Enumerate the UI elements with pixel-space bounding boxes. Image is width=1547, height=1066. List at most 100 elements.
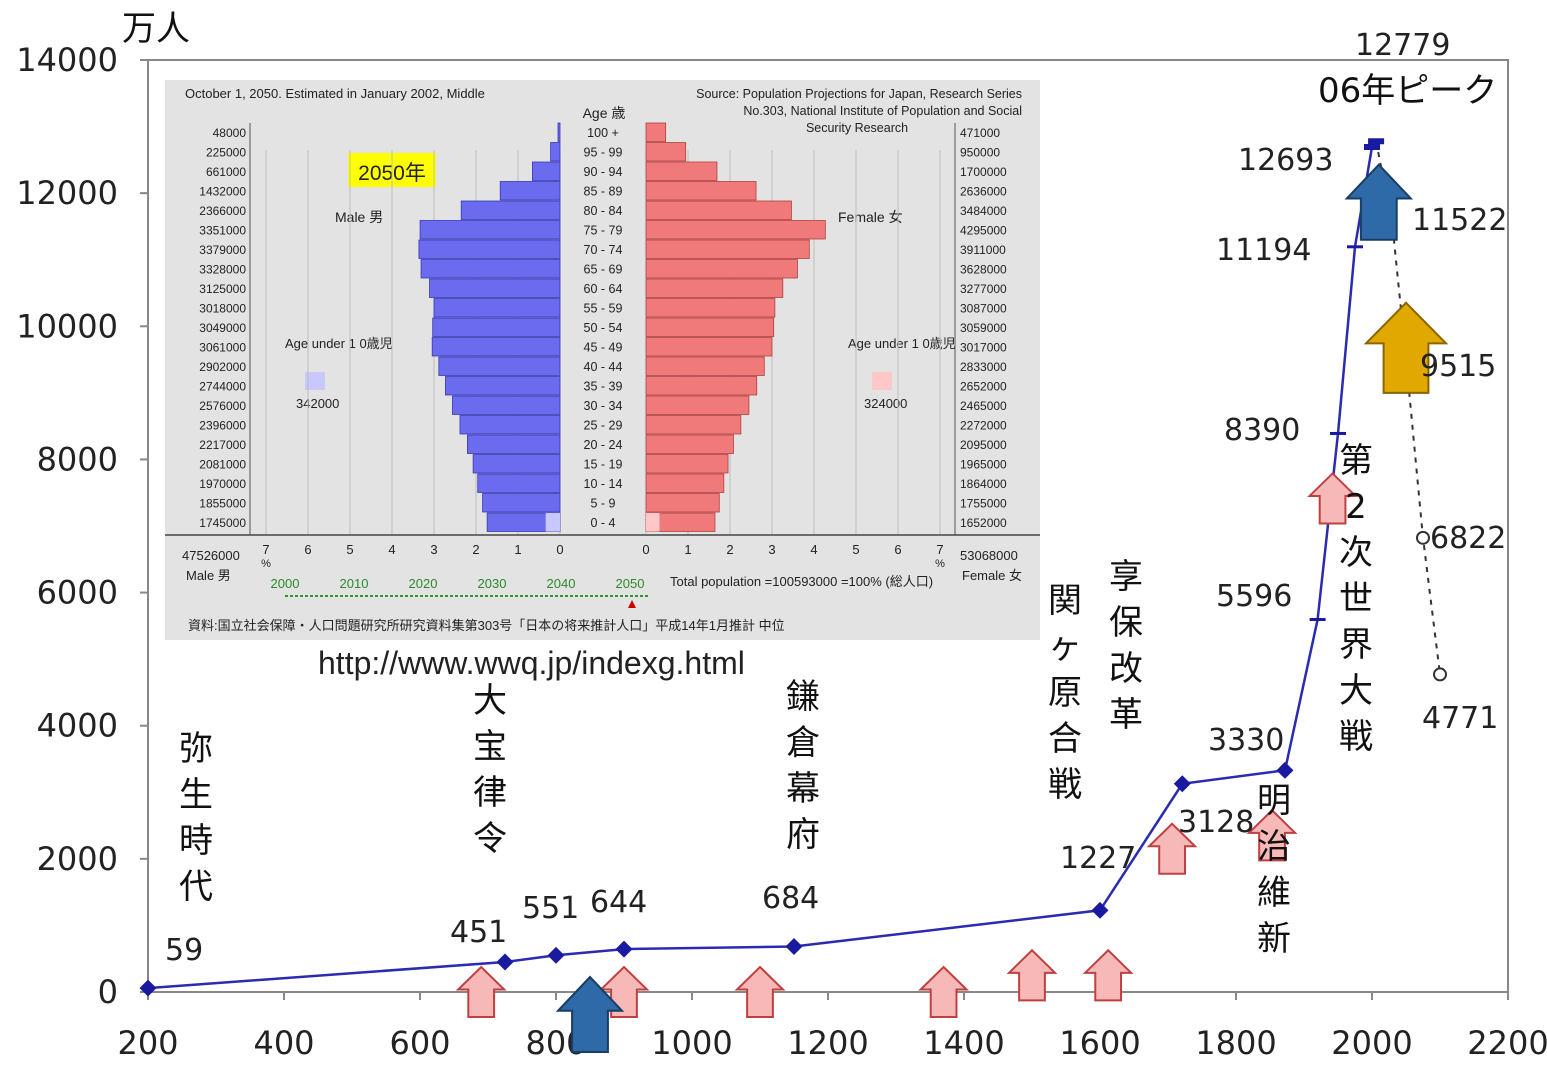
male-value-label: 3018000	[199, 302, 246, 316]
pyramid-title-left: October 1, 2050. Estimated in January 20…	[185, 86, 485, 101]
age-group-label: 55 - 59	[584, 302, 623, 316]
female-value-label: 1652000	[960, 516, 1007, 530]
female-value-label: 2636000	[960, 185, 1007, 199]
y-tick-label: 0	[98, 973, 118, 1011]
age-group-label: 5 - 9	[590, 497, 615, 511]
year-label: 2030	[478, 576, 507, 591]
male-value-label: 2744000	[199, 380, 246, 394]
percent-tick-label: 7	[936, 542, 943, 557]
age-group-label: 80 - 84	[584, 204, 623, 218]
male-bar	[429, 278, 561, 298]
male-bar	[433, 298, 561, 318]
female-value-label: 3484000	[960, 204, 1007, 218]
source-title-line: No.303, National Institute of Population…	[743, 104, 1022, 118]
female-value-label: 4295000	[960, 224, 1007, 238]
x-tick-label: 400	[253, 1024, 314, 1062]
female-bar	[645, 337, 773, 357]
peak-annotation: 06年ピーク	[1318, 71, 1497, 111]
female-value-label: 471000	[960, 126, 1000, 140]
annotation-char: 原	[1048, 673, 1082, 713]
male-value-label: 2396000	[199, 419, 246, 433]
male-bar	[557, 122, 561, 142]
data-point	[1364, 144, 1380, 151]
age-group-label: 25 - 29	[584, 419, 623, 433]
male-bar	[482, 493, 561, 513]
age-header: Age 歳	[583, 105, 626, 121]
male-value-label: 1855000	[199, 497, 246, 511]
annotation-char: 2	[1345, 487, 1367, 527]
female-value-label: 3911000	[960, 243, 1006, 257]
age-group-label: 20 - 24	[584, 438, 623, 452]
source-url: http://www.wwq.jp/indexg.html	[318, 645, 745, 681]
male-value-label: 2902000	[199, 360, 246, 374]
male-under1-swatch	[305, 372, 325, 390]
age-group-label: 10 - 14	[584, 477, 623, 491]
annotation-char: 府	[786, 815, 820, 855]
pink-event-arrow	[734, 965, 786, 1018]
female-value-label: 1755000	[960, 497, 1007, 511]
pink-event-arrow	[1246, 808, 1298, 862]
data-label: 9515	[1420, 349, 1496, 384]
year-slider-marker	[628, 600, 636, 608]
data-label: 3330	[1208, 723, 1284, 758]
female-value-label: 1864000	[960, 477, 1007, 491]
source-title-line: Source: Population Projections for Japan…	[696, 87, 1022, 101]
pyramid-labels: 100 + 48000 471000 95 - 99 225000 950000 90 - …	[199, 126, 1007, 570]
male-value-label: 3049000	[199, 321, 246, 335]
male-total: 47526000	[182, 548, 240, 563]
data-label: 5596	[1216, 579, 1292, 614]
male-bar	[420, 259, 561, 279]
annotation-char: 合	[1048, 719, 1082, 759]
percent-tick-label: 4	[810, 542, 817, 557]
age-group-label: 45 - 49	[584, 341, 623, 355]
female-total-label: Female 女	[962, 568, 1022, 583]
y-tick-label: 6000	[37, 574, 118, 612]
male-value-label: 48000	[213, 126, 247, 140]
annotation-char: 大	[473, 681, 507, 721]
female-bar	[645, 161, 718, 181]
event-annotation: 享保改革	[1109, 557, 1143, 735]
projection-point	[1416, 530, 1430, 545]
data-point	[1276, 761, 1294, 779]
age-group-label: 30 - 34	[584, 399, 623, 413]
event-annotation: 大宝律令	[473, 681, 507, 859]
percent-tick-label: 0	[556, 542, 563, 557]
female-bar	[645, 142, 687, 162]
source-title-line: Security Research	[806, 121, 908, 135]
age-group-label: 95 - 99	[584, 146, 623, 160]
male-value-label: 225000	[206, 146, 246, 160]
data-point	[1091, 901, 1109, 919]
male-value-label: 3125000	[199, 282, 246, 296]
female-bar	[645, 317, 775, 337]
annotation-char: 明	[1257, 781, 1291, 821]
percent-tick-label: 1	[514, 542, 521, 557]
female-bar	[645, 278, 784, 298]
male-value-label: 2576000	[199, 399, 246, 413]
annotation-char: 令	[473, 819, 507, 859]
male-bar	[418, 239, 561, 259]
data-point	[785, 937, 803, 955]
year-label: 2010	[340, 576, 369, 591]
male-bar	[532, 161, 561, 181]
pink-event-arrow	[918, 965, 970, 1018]
y-tick-label: 12000	[16, 174, 118, 212]
data-point	[1368, 138, 1385, 145]
event-annotation: 明治維新	[1257, 781, 1291, 959]
annotation-char: 革	[1109, 695, 1143, 735]
age-group-label: 70 - 74	[584, 243, 623, 257]
y-tick-label: 14000	[16, 41, 118, 79]
pyramid-title-right: Source: Population Projections for Japan…	[696, 87, 1022, 135]
population-pyramid-inset: October 1, 2050. Estimated in January 20…	[165, 80, 1040, 640]
data-label: 451	[450, 915, 507, 950]
year-label: 2000	[271, 576, 300, 591]
female-value-label: 2272000	[960, 419, 1007, 433]
annotation-char: 界	[1339, 625, 1373, 665]
annotation-char: 時	[179, 821, 213, 861]
y-axis: 0 2000 4000 6000 8000 10000 12000 14000	[16, 41, 148, 1011]
annotation-char: 戦	[1339, 717, 1373, 757]
percent-tick-label: 7	[262, 542, 269, 557]
age-group-label: 100 +	[587, 126, 619, 140]
age-group-label: 0 - 4	[590, 516, 615, 530]
female-under1-value: 324000	[864, 396, 907, 411]
